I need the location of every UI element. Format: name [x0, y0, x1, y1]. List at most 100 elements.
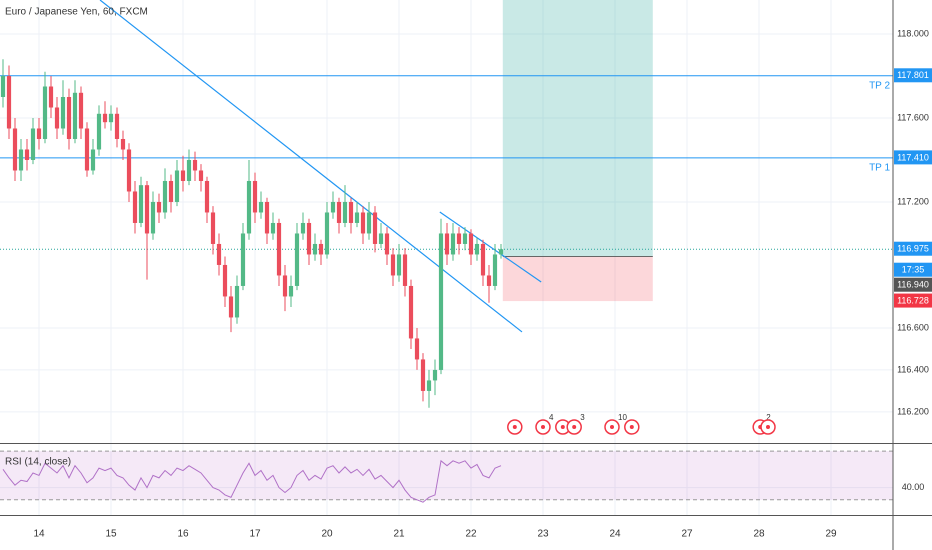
candle-body: [486, 275, 492, 286]
candle-body: [240, 233, 246, 286]
price-tag: [894, 277, 932, 292]
candle-body: [270, 222, 276, 234]
candle-body: [174, 170, 180, 202]
candle-body: [264, 201, 270, 234]
candle-body: [66, 96, 72, 139]
stop-zone: [502, 256, 653, 302]
event-dot: [629, 425, 634, 429]
candle-body: [456, 233, 462, 244]
y-tick-label: 116.600: [897, 322, 929, 332]
level-label: TP 2: [869, 80, 890, 91]
candle-body: [54, 107, 60, 129]
price-tag-label: 117.410: [897, 152, 929, 162]
candle-body: [72, 92, 78, 139]
x-tick-label: 15: [105, 529, 117, 540]
candle-body: [150, 201, 156, 234]
candle-body: [156, 201, 162, 213]
event-dot: [610, 425, 614, 429]
candle-body: [48, 86, 54, 108]
candle-body: [126, 149, 132, 192]
event-dot: [766, 425, 770, 429]
candle-body: [360, 212, 366, 234]
candle-body: [294, 233, 300, 286]
candle-body: [288, 285, 294, 297]
price-tag: [894, 293, 932, 308]
price-tag-label: 116.975: [897, 244, 929, 254]
x-tick-label: 27: [681, 529, 693, 540]
candle-body: [144, 185, 150, 234]
x-tick-label: 22: [465, 529, 477, 540]
candle-body: [366, 212, 372, 234]
candle-body: [258, 201, 264, 213]
candle-body: [450, 233, 456, 255]
candle-body: [96, 113, 102, 150]
x-tick-label: 24: [609, 529, 621, 540]
event-dot: [572, 425, 577, 429]
candle-body: [78, 92, 84, 129]
trendline: [439, 211, 542, 283]
event-count: 2: [766, 413, 771, 422]
x-tick-label: 17: [249, 529, 261, 540]
event-count: 4: [549, 413, 554, 422]
event-count: 3: [580, 413, 585, 422]
candle-body: [102, 113, 108, 123]
rsi-band: [0, 451, 893, 500]
candle-body: [498, 249, 504, 255]
candle-body: [228, 296, 234, 318]
candle-body: [426, 380, 432, 391]
candle-body: [474, 243, 480, 255]
rsi-line: [2, 459, 502, 503]
candle-body: [282, 275, 288, 297]
x-tick-label: 14: [33, 529, 45, 540]
candle-body: [114, 113, 120, 139]
candle-body: [378, 233, 384, 244]
candle-body: [192, 159, 198, 171]
candle-body: [414, 338, 420, 360]
candle-body: [384, 233, 390, 255]
candle-body: [210, 212, 216, 244]
rsi-tick-label: 40.00: [902, 482, 925, 492]
rsi-title: RSI (14, close): [5, 457, 71, 468]
y-tick-label: 117.200: [897, 196, 929, 206]
candle-body: [120, 138, 126, 150]
y-tick-label: 116.200: [897, 406, 929, 416]
y-tick-label: 116.400: [897, 364, 929, 374]
price-tag-label: 116.940: [897, 280, 929, 290]
target-zone: [502, 0, 653, 257]
y-tick-label: 118.000: [897, 28, 929, 38]
candle-body: [300, 222, 306, 234]
candle-body: [480, 243, 486, 276]
candle-body: [432, 369, 438, 381]
candle-body: [438, 233, 444, 370]
candle-body: [222, 264, 228, 297]
candle-body: [168, 180, 174, 202]
candle-body: [30, 128, 36, 160]
candle-body: [138, 185, 144, 223]
price-tag: [894, 150, 932, 165]
x-tick-label: 29: [825, 529, 837, 540]
candle-body: [312, 243, 318, 255]
x-tick-label: 16: [177, 529, 189, 540]
price-tag-label: 116.728: [897, 295, 929, 305]
event-dot: [560, 425, 565, 429]
candle-body: [390, 254, 396, 276]
candle-body: [60, 96, 66, 129]
candle-body: [462, 233, 468, 244]
candle-body: [336, 201, 342, 223]
candle-body: [396, 254, 402, 276]
candle-body: [6, 76, 12, 129]
candle-body: [234, 285, 240, 318]
x-tick-label: 23: [537, 529, 549, 540]
candle-body: [276, 222, 282, 276]
countdown-tag: [894, 262, 932, 277]
trendline: [99, 0, 523, 333]
candle-body: [354, 212, 360, 223]
candle-body: [348, 201, 354, 223]
candle-body: [42, 86, 48, 139]
x-tick-label: 21: [393, 529, 405, 540]
candle-body: [402, 254, 408, 286]
candle-body: [318, 243, 324, 255]
candle-body: [330, 201, 336, 213]
